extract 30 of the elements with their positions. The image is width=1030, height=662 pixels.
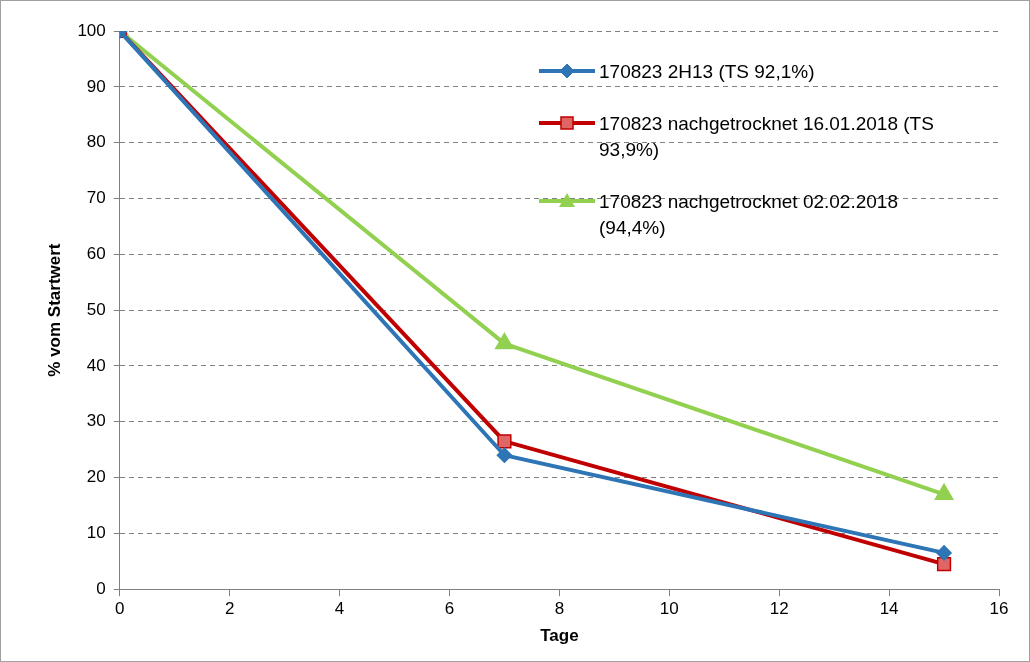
x-tick-label: 8 (554, 599, 565, 619)
y-tick-label: 0 (96, 578, 106, 598)
y-tick-label: 20 (86, 467, 106, 487)
point (936, 545, 952, 561)
point (936, 556, 952, 572)
x-tick-label: 6 (444, 599, 455, 619)
x-axis-title: Tage (540, 626, 579, 646)
x-tick-label: 0 (115, 599, 125, 619)
x-tick-label: 2 (224, 599, 235, 619)
point (497, 434, 512, 449)
y-tick-label: 10 (86, 523, 106, 543)
y-tick-label: 100 (77, 20, 106, 40)
y-tick-label: 30 (86, 411, 106, 431)
y-tick-label: 70 (86, 188, 106, 208)
legend-label: 170823 nachgetrocknet 16.01.2018 (TS 93,9%) (599, 112, 935, 162)
point (496, 447, 513, 463)
y-tick-label: 80 (86, 132, 106, 152)
point (934, 483, 954, 501)
x-tick-label: 4 (334, 599, 345, 619)
x-tick-label: 14 (879, 599, 899, 619)
y-axis-title: % vom Startwert (44, 243, 64, 377)
x-tick-label: 10 (659, 599, 679, 619)
y-tick-label: 50 (86, 299, 106, 319)
y-tick-label: 60 (86, 243, 106, 263)
x-tick-label: 16 (989, 599, 1009, 619)
y-tick-label: 90 (86, 76, 106, 96)
legend-label: 170823 2H13 (TS 92,1%) (599, 60, 816, 84)
legend-label: 170823 nachgetrocknet 02.02.2018 (94,4%) (599, 190, 899, 240)
x-tick-label: 12 (769, 599, 789, 619)
y-tick-label: 40 (86, 355, 106, 375)
